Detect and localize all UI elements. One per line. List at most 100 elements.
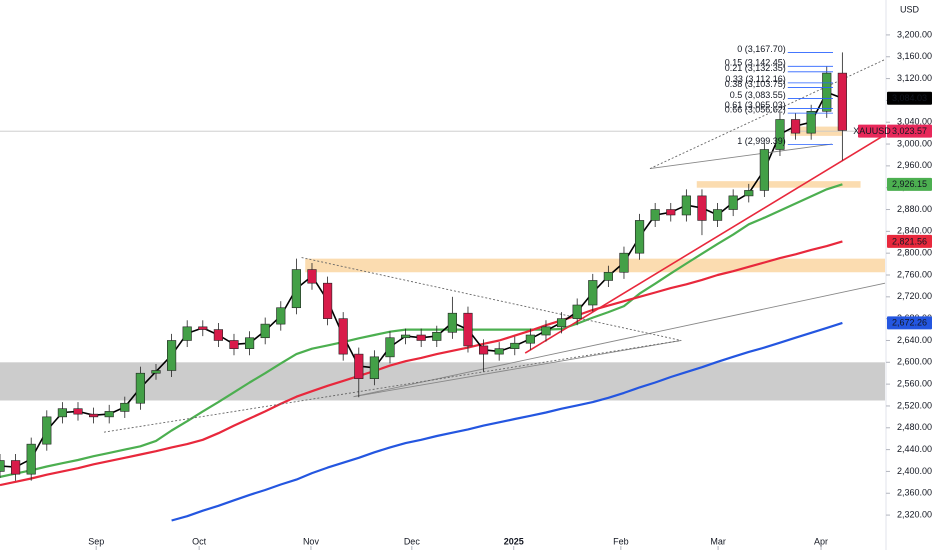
y-tick-label: 3,040.00 <box>897 117 932 127</box>
candle-body <box>619 252 629 273</box>
candle-body <box>728 195 738 210</box>
y-tick-label: 2,400.00 <box>897 466 932 476</box>
candle-body <box>338 318 348 355</box>
price-label: 2,821.56 <box>892 236 927 246</box>
candle-body <box>182 326 192 341</box>
x-tick-label: Apr <box>814 536 828 546</box>
trend-line <box>353 282 886 398</box>
y-tick-label: 3,000.00 <box>897 138 932 148</box>
candle-body <box>463 312 473 347</box>
y-tick-label: 2,600.00 <box>897 357 932 367</box>
candle-body <box>634 220 645 254</box>
fib-label: 1 (2,999.39) <box>737 136 786 146</box>
trend-line <box>103 340 682 433</box>
candle-body <box>104 411 114 418</box>
candle-body <box>42 416 52 445</box>
fib-label: 0.5 (3,083.55) <box>730 90 786 100</box>
y-tick-label: 2,560.00 <box>897 379 932 389</box>
y-tick-label: 2,960.00 <box>897 160 932 170</box>
candle-body <box>73 408 83 415</box>
y-tick-label: 2,320.00 <box>897 509 932 519</box>
fib-label: 0.38 (3,103.75) <box>725 79 786 89</box>
candle-body <box>541 326 551 336</box>
price-label: 2,672.26 <box>892 318 927 328</box>
moving-average <box>0 240 843 487</box>
candle-body <box>322 282 333 319</box>
candle-body <box>400 334 411 339</box>
candle-body <box>151 370 161 374</box>
candle-body <box>572 304 582 319</box>
price-label-box <box>887 316 932 330</box>
price-label-box <box>887 124 932 138</box>
candle-body <box>525 334 535 344</box>
zone <box>696 181 861 188</box>
candle-body <box>478 345 489 355</box>
candle-body <box>307 269 317 284</box>
candle-body <box>11 460 21 475</box>
symbol-label-box <box>858 124 886 138</box>
candle-body <box>213 329 223 341</box>
fib-label: 0 (3,167.70) <box>737 44 786 54</box>
zone <box>305 258 885 273</box>
x-tick-label: 2025 <box>504 536 524 546</box>
trend-line <box>649 59 886 170</box>
y-tick-label: 2,880.00 <box>897 204 932 214</box>
trend-line <box>524 134 886 354</box>
candle-body <box>291 269 301 309</box>
y-tick-label: 2,520.00 <box>897 400 932 410</box>
candle-body <box>276 307 286 325</box>
y-tick-label: 2,800.00 <box>897 248 932 258</box>
candle-body <box>775 119 785 150</box>
x-tick-label: Feb <box>613 536 629 546</box>
fib-label: 0.33 (3,112.16) <box>725 74 785 84</box>
candle-body <box>510 342 520 349</box>
trend-line <box>353 340 682 398</box>
candle-body <box>198 326 208 330</box>
candle-body <box>837 72 847 131</box>
y-tick-label: 2,640.00 <box>897 335 932 345</box>
candle-body <box>57 408 67 418</box>
trend-line <box>301 257 682 341</box>
candle-body <box>89 413 99 418</box>
price-label: 2,926.15 <box>892 179 927 189</box>
candle-body <box>588 280 598 306</box>
candle-body <box>26 443 36 475</box>
candle-body <box>650 209 660 221</box>
candle-body <box>556 318 567 328</box>
x-tick-label: Oct <box>192 536 207 546</box>
candle-body <box>354 353 364 379</box>
candle-body <box>494 348 504 355</box>
y-tick-label: 3,120.00 <box>897 73 932 83</box>
price-label: 3,023.57 <box>892 126 927 136</box>
price-label-box <box>887 91 932 105</box>
y-tick-label: 2,720.00 <box>897 291 932 301</box>
candle-body <box>447 312 457 333</box>
candle-body <box>260 323 270 339</box>
y-tick-label: 2,480.00 <box>897 422 932 432</box>
x-tick-label: Nov <box>303 536 320 546</box>
candle-body <box>603 271 613 281</box>
y-tick-label: 3,160.00 <box>897 51 932 61</box>
candle-body <box>712 209 723 221</box>
candle-body <box>697 195 707 221</box>
y-tick-label: 2,840.00 <box>897 226 932 236</box>
y-tick-label: 3,200.00 <box>897 29 932 39</box>
x-tick-label: Mar <box>710 536 726 546</box>
trend-line <box>649 143 833 170</box>
fib-label: 0.61 (3,065.03) <box>725 100 786 110</box>
y-tick-label: 2,760.00 <box>897 269 932 279</box>
y-tick-label: 2,360.00 <box>897 488 932 498</box>
candle-body <box>369 356 379 379</box>
candle-body <box>167 340 177 371</box>
candle-body <box>229 340 239 349</box>
x-tick-label: Sep <box>88 536 104 546</box>
candle-body <box>120 402 130 412</box>
currency-label: USD <box>900 4 920 14</box>
moving-average <box>171 321 843 522</box>
candle-body <box>135 372 145 404</box>
candle-body <box>244 337 255 349</box>
price-label-box <box>887 177 932 191</box>
candle-body <box>681 195 691 216</box>
